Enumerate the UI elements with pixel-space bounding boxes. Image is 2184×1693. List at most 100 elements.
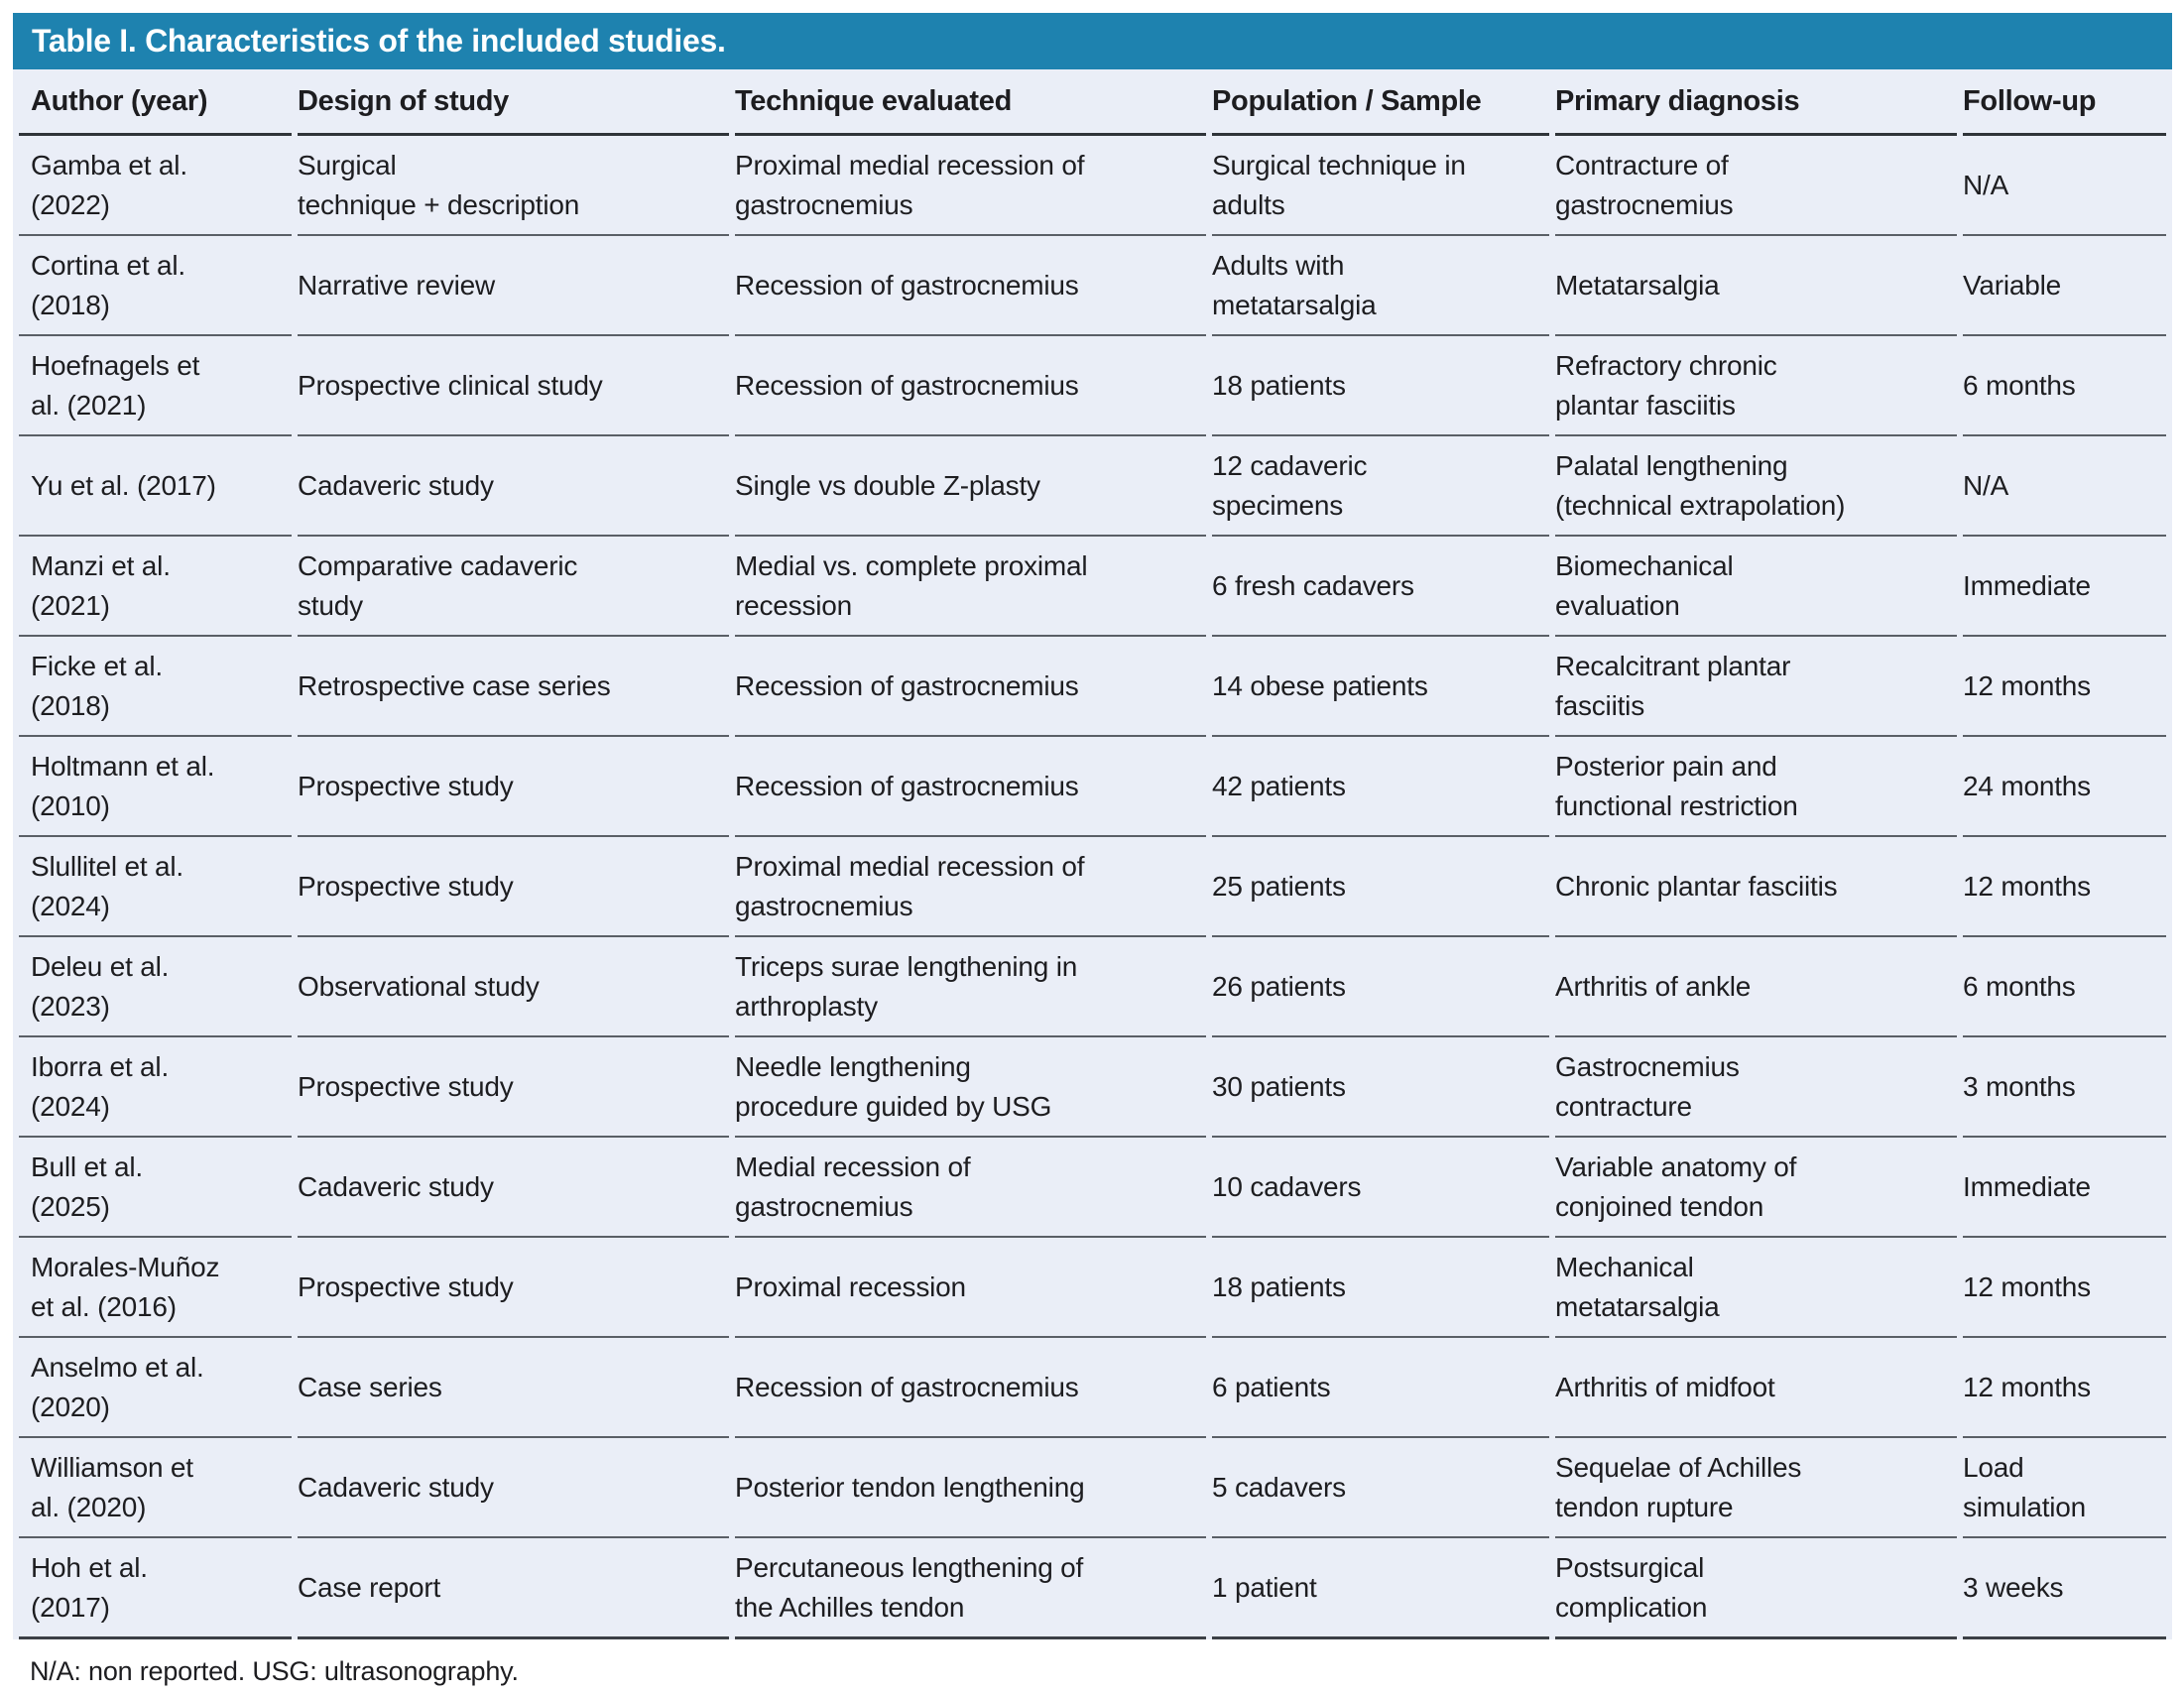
cell-technique: Single vs double Z-plasty	[735, 436, 1206, 537]
cell-author: Williamson et al. (2020)	[19, 1438, 292, 1538]
cell-author: Slullitel et al. (2024)	[19, 837, 292, 937]
cell-author: Bull et al. (2025)	[19, 1138, 292, 1238]
cell-diagnosis: Refractory chronic plantar fasciitis	[1555, 336, 1957, 436]
cell-author: Iborra et al. (2024)	[19, 1037, 292, 1138]
cell-population: 14 obese patients	[1212, 637, 1549, 737]
cell-diagnosis: Palatal lengthening (technical extrapola…	[1555, 436, 1957, 537]
cell-design: Cadaveric study	[298, 1138, 729, 1238]
cell-followup: 24 months	[1963, 737, 2166, 837]
cell-followup: 3 weeks	[1963, 1538, 2166, 1639]
cell-followup: 3 months	[1963, 1037, 2166, 1138]
cell-technique: Recession of gastrocnemius	[735, 336, 1206, 436]
cell-technique: Recession of gastrocnemius	[735, 637, 1206, 737]
col-header-diagnosis: Primary diagnosis	[1555, 69, 1957, 136]
cell-followup: 12 months	[1963, 1338, 2166, 1438]
cell-population: 1 patient	[1212, 1538, 1549, 1639]
cell-diagnosis: Recalcitrant plantar fasciitis	[1555, 637, 1957, 737]
cell-technique: Posterior tendon lengthening	[735, 1438, 1206, 1538]
cell-design: Case series	[298, 1338, 729, 1438]
cell-design: Cadaveric study	[298, 436, 729, 537]
studies-table: Author (year) Design of study Technique …	[13, 69, 2172, 1639]
table-row: Yu et al. (2017) Cadaveric study Single …	[19, 436, 2166, 537]
cell-population: 25 patients	[1212, 837, 1549, 937]
cell-diagnosis: Biomechanical evaluation	[1555, 537, 1957, 637]
cell-diagnosis: Sequelae of Achilles tendon rupture	[1555, 1438, 1957, 1538]
table-row: Williamson et al. (2020) Cadaveric study…	[19, 1438, 2166, 1538]
cell-diagnosis: Arthritis of midfoot	[1555, 1338, 1957, 1438]
cell-diagnosis: Variable anatomy of conjoined tendon	[1555, 1138, 1957, 1238]
cell-diagnosis: Metatarsalgia	[1555, 236, 1957, 336]
col-header-population: Population / Sample	[1212, 69, 1549, 136]
table-row: Cortina et al. (2018) Narrative review R…	[19, 236, 2166, 336]
cell-author: Yu et al. (2017)	[19, 436, 292, 537]
cell-technique: Medial recession of gastrocnemius	[735, 1138, 1206, 1238]
cell-author: Hoh et al. (2017)	[19, 1538, 292, 1639]
cell-followup: N/A	[1963, 136, 2166, 236]
cell-technique: Medial vs. complete proximal recession	[735, 537, 1206, 637]
cell-population: 42 patients	[1212, 737, 1549, 837]
cell-followup: Variable	[1963, 236, 2166, 336]
cell-technique: Triceps surae lengthening in arthroplast…	[735, 937, 1206, 1037]
cell-diagnosis: Postsurgical complication	[1555, 1538, 1957, 1639]
cell-design: Comparative cadaveric study	[298, 537, 729, 637]
cell-population: Surgical technique in adults	[1212, 136, 1549, 236]
table-title-bar: Table I. Characteristics of the included…	[13, 13, 2172, 69]
table-row: Anselmo et al. (2020) Case series Recess…	[19, 1338, 2166, 1438]
cell-followup: 6 months	[1963, 937, 2166, 1037]
cell-author: Holtmann et al. (2010)	[19, 737, 292, 837]
cell-population: 6 fresh cadavers	[1212, 537, 1549, 637]
cell-design: Cadaveric study	[298, 1438, 729, 1538]
table-header: Author (year) Design of study Technique …	[19, 69, 2166, 136]
cell-population: 6 patients	[1212, 1338, 1549, 1438]
table-row: Holtmann et al. (2010) Prospective study…	[19, 737, 2166, 837]
cell-diagnosis: Gastrocnemius contracture	[1555, 1037, 1957, 1138]
table-row: Deleu et al. (2023) Observational study …	[19, 937, 2166, 1037]
cell-design: Observational study	[298, 937, 729, 1037]
cell-author: Manzi et al. (2021)	[19, 537, 292, 637]
cell-design: Case report	[298, 1538, 729, 1639]
table-row: Bull et al. (2025) Cadaveric study Media…	[19, 1138, 2166, 1238]
cell-followup: Immediate	[1963, 537, 2166, 637]
table-row: Hoh et al. (2017) Case report Percutaneo…	[19, 1538, 2166, 1639]
cell-technique: Needle lengthening procedure guided by U…	[735, 1037, 1206, 1138]
table-row: Iborra et al. (2024) Prospective study N…	[19, 1037, 2166, 1138]
cell-author: Cortina et al. (2018)	[19, 236, 292, 336]
table-row: Ficke et al. (2018) Retrospective case s…	[19, 637, 2166, 737]
table-row: Manzi et al. (2021) Comparative cadaveri…	[19, 537, 2166, 637]
cell-followup: Immediate	[1963, 1138, 2166, 1238]
cell-technique: Recession of gastrocnemius	[735, 1338, 1206, 1438]
cell-population: 12 cadaveric specimens	[1212, 436, 1549, 537]
table-footnote: N/A: non reported. USG: ultrasonography.	[30, 1656, 519, 1686]
cell-diagnosis: Chronic plantar fasciitis	[1555, 837, 1957, 937]
cell-population: 26 patients	[1212, 937, 1549, 1037]
cell-population: 5 cadavers	[1212, 1438, 1549, 1538]
cell-population: 30 patients	[1212, 1037, 1549, 1138]
cell-technique: Proximal recession	[735, 1238, 1206, 1338]
cell-technique: Proximal medial recession of gastrocnemi…	[735, 136, 1206, 236]
cell-technique: Recession of gastrocnemius	[735, 236, 1206, 336]
cell-design: Prospective study	[298, 837, 729, 937]
cell-author: Hoefnagels et al. (2021)	[19, 336, 292, 436]
cell-design: Prospective study	[298, 1037, 729, 1138]
cell-design: Surgical technique + description	[298, 136, 729, 236]
cell-author: Deleu et al. (2023)	[19, 937, 292, 1037]
header-row: Author (year) Design of study Technique …	[19, 69, 2166, 136]
table-row: Slullitel et al. (2024) Prospective stud…	[19, 837, 2166, 937]
cell-technique: Proximal medial recession of gastrocnemi…	[735, 837, 1206, 937]
cell-diagnosis: Mechanical metatarsalgia	[1555, 1238, 1957, 1338]
cell-technique: Percutaneous lengthening of the Achilles…	[735, 1538, 1206, 1639]
table-row: Morales-Muñoz et al. (2016) Prospective …	[19, 1238, 2166, 1338]
col-header-author: Author (year)	[19, 69, 292, 136]
cell-population: 10 cadavers	[1212, 1138, 1549, 1238]
cell-author: Anselmo et al. (2020)	[19, 1338, 292, 1438]
cell-followup: 12 months	[1963, 1238, 2166, 1338]
table-row: Gamba et al. (2022) Surgical technique +…	[19, 136, 2166, 236]
cell-diagnosis: Arthritis of ankle	[1555, 937, 1957, 1037]
cell-technique: Recession of gastrocnemius	[735, 737, 1206, 837]
cell-author: Ficke et al. (2018)	[19, 637, 292, 737]
col-header-design: Design of study	[298, 69, 729, 136]
cell-followup: 12 months	[1963, 637, 2166, 737]
table-title: Table I. Characteristics of the included…	[32, 23, 726, 59]
table-body: Gamba et al. (2022) Surgical technique +…	[19, 136, 2166, 1639]
